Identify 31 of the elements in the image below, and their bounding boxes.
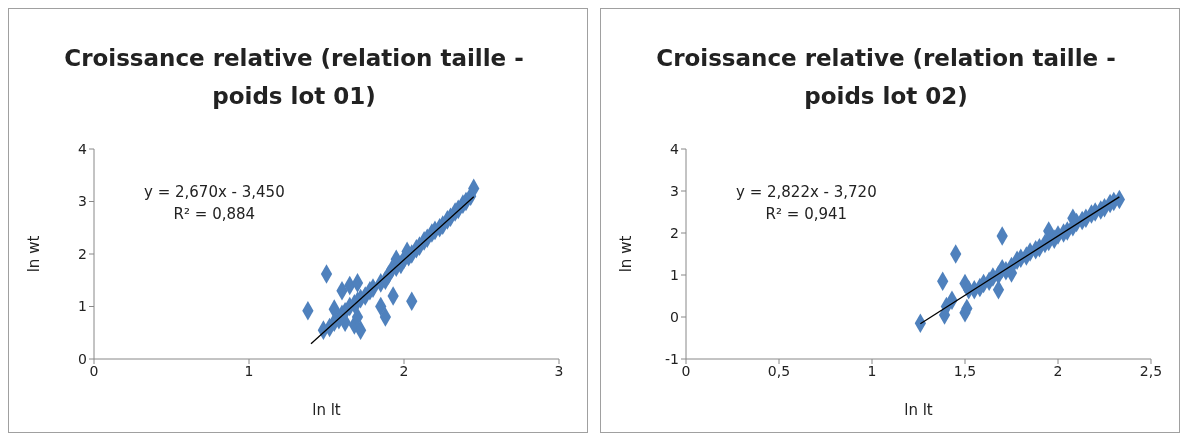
annotation: R² = 0,941 — [764, 204, 849, 225]
x-axis-title: ln lt — [312, 401, 341, 419]
chart-title: Croissance relative (relation taille - poids lot 02) — [655, 44, 1117, 111]
y-tick-label: 0 — [78, 350, 87, 367]
x-tick-label: 0 — [89, 362, 99, 379]
y-tick-label: 4 — [670, 140, 680, 157]
x-tick-label: 1,5 — [953, 362, 977, 379]
y-tick-label: 2 — [78, 245, 87, 262]
y-axis-title: ln wt — [617, 235, 636, 273]
chart-title: Croissance relative (relation taille - poids lot 01) — [63, 44, 525, 111]
x-tick-label: 2 — [1053, 362, 1063, 379]
y-axis-title: ln wt — [25, 235, 44, 273]
x-tick-label: 0 — [681, 362, 691, 379]
y-tick-label: -1 — [665, 350, 679, 367]
annotation: R² = 0,884 — [172, 204, 257, 225]
x-tick-label: 2 — [399, 362, 409, 379]
x-tick-label: 1 — [867, 362, 877, 379]
y-tick-label: 2 — [670, 224, 679, 241]
y-tick-label: 3 — [670, 182, 679, 199]
y-tick-label: 1 — [78, 298, 87, 315]
y-tick-label: 3 — [78, 193, 87, 210]
x-tick-label: 0,5 — [767, 362, 791, 379]
y-tick-label: 0 — [670, 308, 679, 325]
annotation: y = 2,822x - 3,720 — [736, 182, 877, 203]
x-tick-label: 2,5 — [1139, 362, 1163, 379]
y-tick-label: 4 — [78, 140, 88, 157]
y-tick-label: 1 — [670, 266, 679, 283]
x-axis-title: ln lt — [904, 401, 933, 419]
x-tick-label: 1 — [244, 362, 254, 379]
annotation: y = 2,670x - 3,450 — [144, 182, 285, 203]
x-tick-label: 3 — [554, 362, 564, 379]
